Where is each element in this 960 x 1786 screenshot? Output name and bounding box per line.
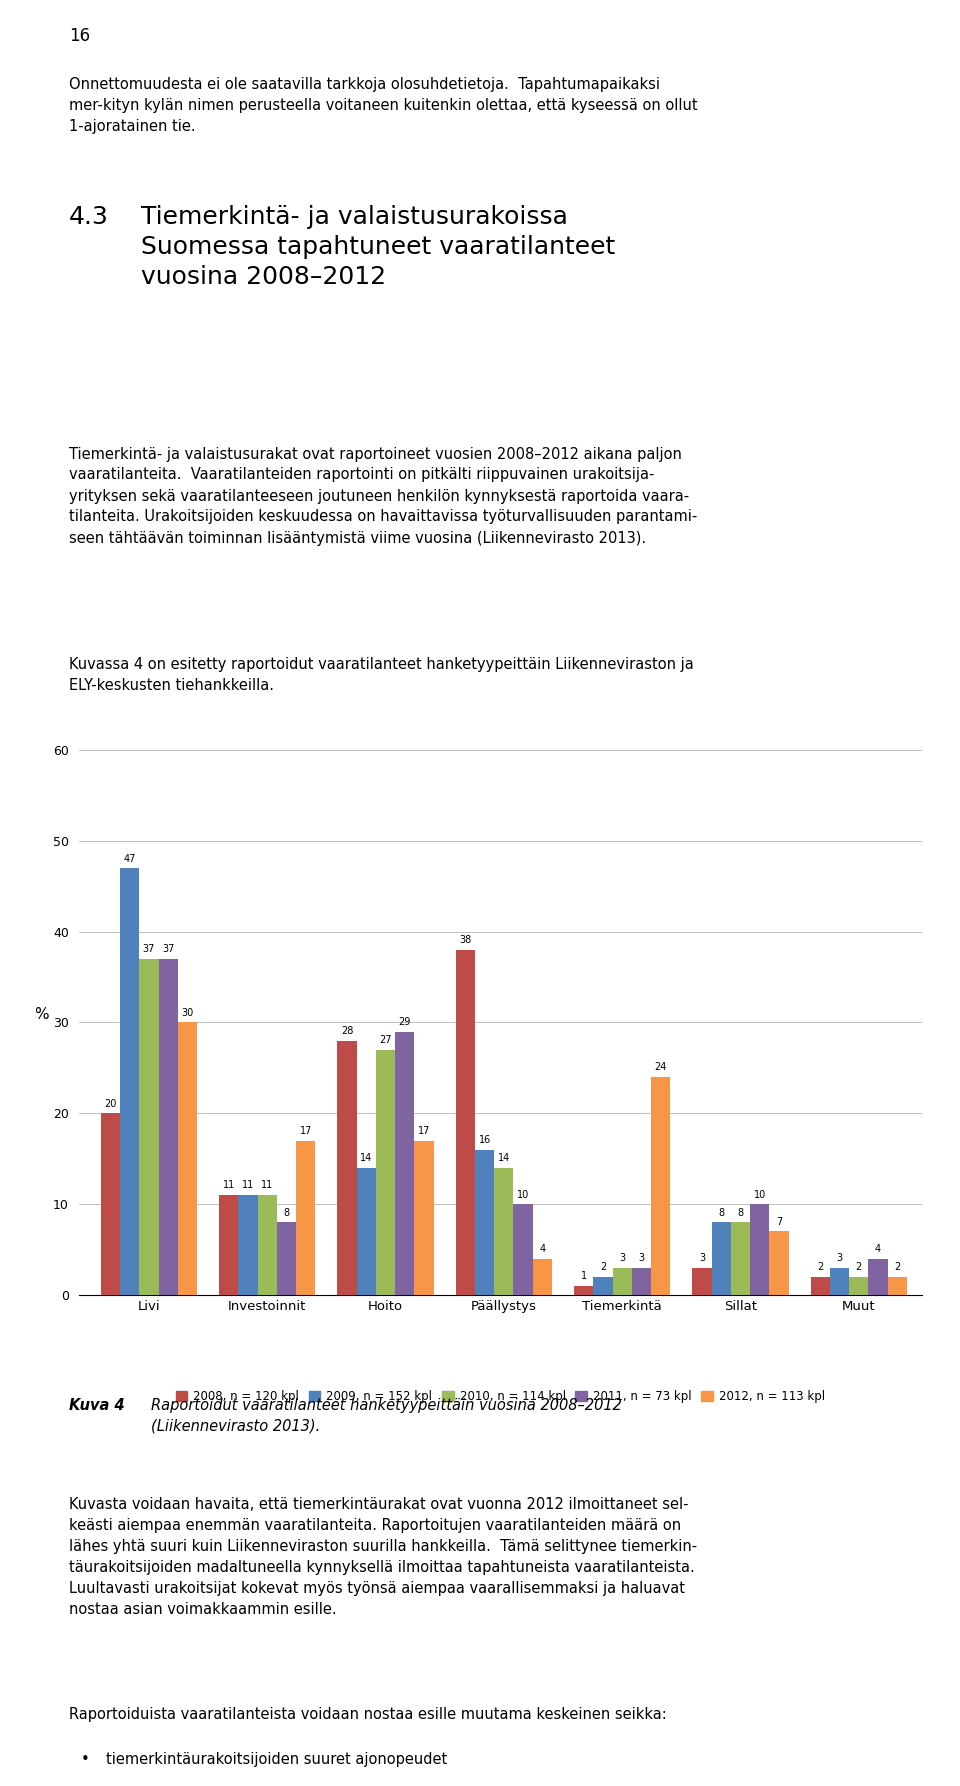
Bar xyxy=(396,1032,415,1295)
Bar xyxy=(593,1277,612,1295)
Bar xyxy=(574,1286,593,1295)
Bar xyxy=(750,1204,769,1295)
Bar xyxy=(357,1168,376,1295)
Bar xyxy=(178,1022,197,1295)
Text: 29: 29 xyxy=(398,1016,411,1027)
Bar xyxy=(494,1168,514,1295)
Bar xyxy=(415,1141,434,1295)
Text: 7: 7 xyxy=(776,1216,782,1227)
Bar xyxy=(850,1277,869,1295)
Text: 8: 8 xyxy=(737,1207,743,1218)
Text: 3: 3 xyxy=(699,1254,705,1263)
Text: 16: 16 xyxy=(478,1136,491,1145)
Text: 11: 11 xyxy=(242,1181,254,1191)
Text: 24: 24 xyxy=(655,1063,667,1072)
Bar xyxy=(219,1195,238,1295)
Text: 11: 11 xyxy=(223,1181,235,1191)
Text: 4: 4 xyxy=(875,1245,881,1254)
Text: Kuva 4: Kuva 4 xyxy=(69,1398,125,1413)
Bar xyxy=(296,1141,315,1295)
Text: 30: 30 xyxy=(181,1007,194,1018)
Text: 14: 14 xyxy=(360,1154,372,1163)
Text: •: • xyxy=(81,1752,89,1766)
Bar xyxy=(475,1150,494,1295)
Bar xyxy=(257,1195,276,1295)
Text: 4.3: 4.3 xyxy=(69,205,109,229)
Bar xyxy=(139,959,158,1295)
Text: 8: 8 xyxy=(283,1207,290,1218)
Bar xyxy=(888,1277,907,1295)
Text: Onnettomuudesta ei ole saatavilla tarkkoja olosuhdetietoja.  Tapahtumapaikaksi
m: Onnettomuudesta ei ole saatavilla tarkko… xyxy=(69,77,698,134)
Text: 3: 3 xyxy=(619,1254,625,1263)
Bar xyxy=(612,1268,632,1295)
Text: 37: 37 xyxy=(143,945,156,954)
Bar xyxy=(533,1259,552,1295)
Text: 10: 10 xyxy=(754,1189,766,1200)
Text: Raportoidut vaaratilanteet hanketyypeittäin vuosina 2008–2012
(Liikennevirasto 2: Raportoidut vaaratilanteet hanketyypeitt… xyxy=(151,1398,621,1432)
Text: 37: 37 xyxy=(162,945,175,954)
Text: 3: 3 xyxy=(836,1254,843,1263)
Text: 17: 17 xyxy=(418,1125,430,1136)
Text: Kuvasta voidaan havaita, että tiemerkintäurakat ovat vuonna 2012 ilmoittaneet se: Kuvasta voidaan havaita, että tiemerkint… xyxy=(69,1497,697,1616)
Bar xyxy=(829,1268,850,1295)
Bar xyxy=(769,1231,788,1295)
Bar xyxy=(238,1195,257,1295)
Text: 17: 17 xyxy=(300,1125,312,1136)
Bar xyxy=(456,950,475,1295)
Text: 27: 27 xyxy=(379,1036,392,1045)
Text: Tiemerkintä- ja valaistusurakoissa
Suomessa tapahtuneet vaaratilanteet
vuosina 2: Tiemerkintä- ja valaistusurakoissa Suome… xyxy=(141,205,615,289)
Text: 2: 2 xyxy=(817,1263,824,1272)
Bar xyxy=(158,959,178,1295)
Bar xyxy=(101,1113,120,1295)
Bar xyxy=(731,1222,750,1295)
Bar xyxy=(711,1222,731,1295)
Bar xyxy=(514,1204,533,1295)
Bar xyxy=(632,1268,651,1295)
Text: 1: 1 xyxy=(581,1272,587,1281)
Text: 2: 2 xyxy=(855,1263,862,1272)
Text: 14: 14 xyxy=(497,1154,510,1163)
Text: 20: 20 xyxy=(105,1098,117,1109)
Text: 11: 11 xyxy=(261,1181,274,1191)
Bar xyxy=(810,1277,829,1295)
Text: 8: 8 xyxy=(718,1207,724,1218)
Legend: 2008, n = 120 kpl, 2009, n = 152 kpl, 2010, n = 114 kpl, 2011, n = 73 kpl, 2012,: 2008, n = 120 kpl, 2009, n = 152 kpl, 20… xyxy=(170,1384,830,1409)
Text: 38: 38 xyxy=(459,936,471,945)
Text: Kuvassa 4 on esitetty raportoidut vaaratilanteet hanketyypeittäin Liikennevirast: Kuvassa 4 on esitetty raportoidut vaarat… xyxy=(69,657,694,693)
Bar xyxy=(869,1259,888,1295)
Text: 2: 2 xyxy=(894,1263,900,1272)
Text: 16: 16 xyxy=(69,27,90,45)
Text: 3: 3 xyxy=(638,1254,644,1263)
Text: 10: 10 xyxy=(516,1189,529,1200)
Bar xyxy=(376,1050,396,1295)
Bar xyxy=(120,868,139,1295)
Text: 4: 4 xyxy=(540,1245,545,1254)
Text: Raportoiduista vaaratilanteista voidaan nostaa esille muutama keskeinen seikka:: Raportoiduista vaaratilanteista voidaan … xyxy=(69,1707,667,1722)
Bar xyxy=(338,1041,357,1295)
Text: Tiemerkintä- ja valaistusurakat ovat raportoineet vuosien 2008–2012 aikana paljo: Tiemerkintä- ja valaistusurakat ovat rap… xyxy=(69,446,697,545)
Bar xyxy=(692,1268,711,1295)
Y-axis label: %: % xyxy=(35,1007,49,1022)
Text: 2: 2 xyxy=(600,1263,606,1272)
Text: tiemerkintäurakoitsijoiden suuret ajonopeudet: tiemerkintäurakoitsijoiden suuret ajonop… xyxy=(106,1752,446,1766)
Bar xyxy=(276,1222,296,1295)
Text: 47: 47 xyxy=(124,854,136,864)
Text: 28: 28 xyxy=(341,1027,353,1036)
Bar xyxy=(651,1077,670,1295)
